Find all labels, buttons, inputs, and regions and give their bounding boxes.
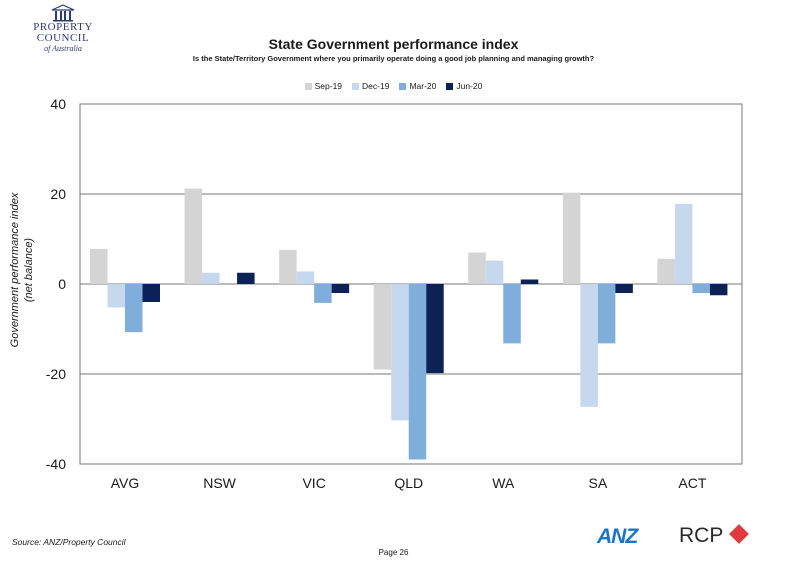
bar-jun-20-act [709,284,728,296]
bar-sep-19-wa [468,252,486,284]
y-axis-label-line-2: (net balance) [23,237,35,303]
x-tick-label: NSW [203,475,236,491]
bar-dec-19-wa [485,260,504,284]
anz-logo: ANZ [597,525,638,548]
legend-label: Mar-20 [409,81,437,91]
logo-line-3: of Australia [44,44,82,53]
bar-dec-19-avg [107,284,125,308]
legend-item: Mar-20 [399,81,436,91]
x-tick-label: SA [589,475,608,491]
bar-jun-20-sa [615,284,633,293]
y-tick-label: -40 [46,456,66,472]
bar-sep-19-vic [279,249,297,284]
x-tick-label: VIC [302,475,325,491]
x-tick-label: WA [492,475,515,491]
bar-jun-20-nsw [237,272,255,284]
y-tick-label: 20 [50,186,66,202]
legend-swatch [352,82,360,90]
bar-mar-20-qld [408,284,427,460]
y-tick-label: -20 [46,366,66,382]
logo-line-1: PROPERTY [33,21,93,33]
bar-mar-20-sa [597,284,616,344]
bar-dec-19-vic [296,271,315,284]
y-axis-label: Government performance index (net balanc… [8,170,36,370]
y-tick-label: 0 [58,276,66,292]
bar-sep-19-avg [90,248,108,284]
building-icon [51,4,75,22]
bar-dec-19-nsw [202,272,220,284]
chart-title: State Government performance index [268,36,519,52]
bar-mar-20-vic [314,284,332,303]
bar-mar-20-act [692,284,710,293]
bar-jun-20-avg [142,284,160,302]
x-tick-label: ACT [678,475,706,491]
bar-sep-19-sa [562,192,581,284]
x-tick-label: AVG [111,475,140,491]
bar-jun-20-vic [331,284,350,293]
logo-line-2: COUNCIL [36,32,90,44]
x-tick-label: QLD [394,475,423,491]
legend-label: Sep-19 [314,81,343,91]
bar-sep-19-nsw [184,188,203,284]
bar-dec-19-act [674,203,693,284]
legend-swatch [399,82,407,90]
chart-subtitle: Is the State/Territory Government where … [192,54,595,63]
chart-legend: Sep-19 Dec-19 Mar-20 Jun-20 [0,81,787,92]
bar-jun-20-qld [426,284,444,374]
bar-dec-19-qld [391,284,409,421]
y-axis-label-line-1: Government performance index [9,192,21,348]
legend-item: Jun-20 [446,81,482,91]
bar-jun-20-wa [520,279,539,284]
legend-swatch [446,82,454,90]
rcp-logo: RCP [679,524,724,547]
legend-swatch [304,82,312,90]
property-council-logo: PROPERTY COUNCIL of Australia [18,4,108,53]
bar-mar-20-wa [503,284,521,344]
legend-item: Sep-19 [304,81,343,91]
legend-item: Dec-19 [352,81,389,91]
page-number: Page 26 [378,548,409,557]
legend-label: Jun-20 [456,81,483,91]
bar-sep-19-act [657,258,675,284]
bar-sep-19-qld [373,284,392,370]
bar-mar-20-avg [125,284,143,333]
bar-dec-19-sa [580,284,598,407]
source-note: Source: ANZ/Property Council [12,537,126,547]
legend-label: Dec-19 [362,81,390,91]
y-tick-label: 40 [50,96,66,112]
